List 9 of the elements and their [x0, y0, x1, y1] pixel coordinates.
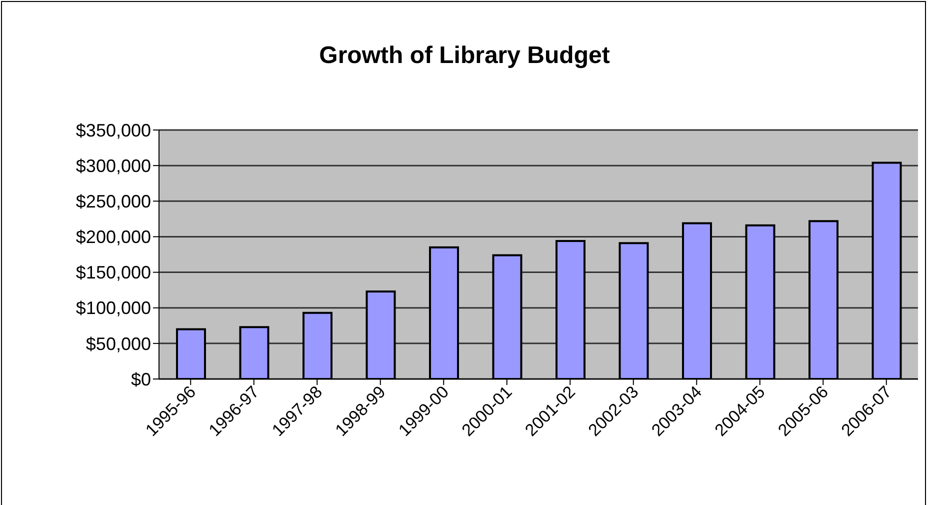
y-tick-label: $150,000 [76, 262, 151, 283]
y-tick-label: $300,000 [76, 156, 151, 176]
y-tick-label: $50,000 [86, 334, 151, 354]
y-tick-label: $350,000 [76, 120, 151, 140]
y-tick-label: $100,000 [76, 298, 151, 318]
y-tick-label: $250,000 [76, 192, 151, 212]
chart-title: Growth of Library Budget [318, 42, 611, 70]
y-tick-label: $0 [130, 369, 151, 390]
y-tick-label: $200,000 [76, 227, 151, 248]
